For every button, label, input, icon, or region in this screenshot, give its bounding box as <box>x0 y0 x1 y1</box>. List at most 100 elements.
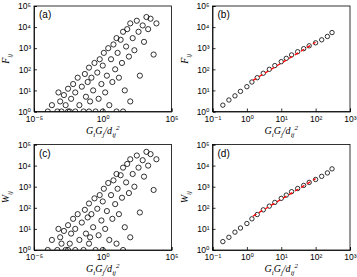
plot-frame <box>34 145 172 251</box>
tick-mark <box>213 90 216 91</box>
data-point <box>148 16 153 21</box>
data-point <box>238 226 242 230</box>
data-point <box>58 235 63 240</box>
tick-label: 10³ <box>344 252 356 262</box>
data-point <box>116 212 121 217</box>
data-point <box>87 235 92 240</box>
tick: 10² <box>197 203 215 213</box>
data-point <box>227 235 231 239</box>
tick-mark <box>34 112 37 113</box>
tick-mark <box>172 109 173 112</box>
tick: 10¹ <box>19 224 37 234</box>
tick: 10⁵ <box>166 109 179 124</box>
data-point <box>140 23 145 28</box>
data-point <box>136 165 141 170</box>
data-point <box>63 103 68 108</box>
data-point <box>233 230 237 234</box>
data-point <box>49 237 54 242</box>
plot-frame <box>213 6 351 112</box>
data-point <box>93 109 98 112</box>
y-axis-label: Fij <box>179 54 193 65</box>
tick-mark <box>213 145 216 146</box>
data-point <box>97 57 102 62</box>
data-point <box>128 157 133 162</box>
data-point <box>141 174 146 179</box>
data-point <box>75 75 80 80</box>
marks <box>45 149 159 250</box>
tick-label: 10¹ <box>19 224 31 234</box>
data-point <box>118 37 123 42</box>
data-point <box>128 235 133 240</box>
data-point <box>227 98 231 102</box>
data-point <box>115 50 120 55</box>
data-point <box>106 46 111 51</box>
data-point <box>100 109 105 112</box>
tick-label: 10¹ <box>276 114 288 124</box>
fit-line <box>253 179 316 217</box>
data-point <box>77 237 82 242</box>
tick-label: 10⁰ <box>241 114 254 124</box>
tick-label: 10⁰ <box>197 107 210 117</box>
data-point <box>245 84 249 88</box>
data-point <box>250 217 254 221</box>
axis-line <box>213 7 216 113</box>
data-point <box>245 221 249 225</box>
data-point <box>125 161 130 166</box>
tick-mark <box>34 69 37 70</box>
tick-label: 10³ <box>197 182 209 192</box>
data-point <box>79 220 84 225</box>
marks <box>45 14 159 111</box>
data-point <box>79 84 84 89</box>
tick-label: 10² <box>310 252 322 262</box>
tick: 10⁴ <box>196 161 215 171</box>
data-point <box>100 247 105 250</box>
tick-mark <box>213 48 216 49</box>
tick-mark <box>281 247 282 250</box>
data-point <box>73 247 78 250</box>
tick-label: 10¹ <box>276 252 288 262</box>
data-point <box>120 109 125 112</box>
tick-label: 10⁵ <box>18 1 31 11</box>
tick: 10⁰ <box>18 107 37 117</box>
y-axis-label: Wij <box>179 191 193 203</box>
tick-mark <box>213 6 216 7</box>
tick-mark <box>103 247 104 250</box>
data-point <box>65 247 70 250</box>
data-point <box>81 247 86 250</box>
axis-line <box>35 109 173 113</box>
data-point <box>61 228 66 233</box>
data-point <box>91 225 96 230</box>
data-point <box>89 75 94 80</box>
tick-label: 10⁴ <box>196 161 209 171</box>
data-point <box>119 60 124 65</box>
data-point <box>330 30 334 34</box>
data-point <box>103 90 108 95</box>
tick: 10⁵ <box>18 140 37 150</box>
data-point <box>67 241 72 246</box>
data-point <box>148 152 153 157</box>
x-axis-label: GiGj/dij2 <box>86 262 120 277</box>
data-point <box>86 109 91 112</box>
y-axis-label: Fij <box>0 54 14 65</box>
data-point <box>108 192 113 197</box>
data-point <box>71 81 76 86</box>
marks <box>221 167 335 244</box>
data-point <box>154 21 159 26</box>
tick: 10⁴ <box>18 161 37 171</box>
tick-mark <box>350 247 351 250</box>
tick: 10³ <box>344 247 356 262</box>
tick: 10⁰ <box>241 109 254 124</box>
data-point <box>99 218 104 223</box>
axis-line <box>213 247 351 251</box>
axis-line <box>35 145 38 251</box>
data-point <box>238 89 242 93</box>
tick-mark <box>213 208 216 209</box>
data-point <box>319 38 323 42</box>
data-point <box>108 57 113 62</box>
data-point <box>330 167 334 171</box>
tick-label: 10² <box>19 65 31 75</box>
data-point <box>93 247 98 250</box>
data-point <box>101 50 106 55</box>
tick: 10³ <box>197 182 215 192</box>
data-point <box>56 226 61 231</box>
